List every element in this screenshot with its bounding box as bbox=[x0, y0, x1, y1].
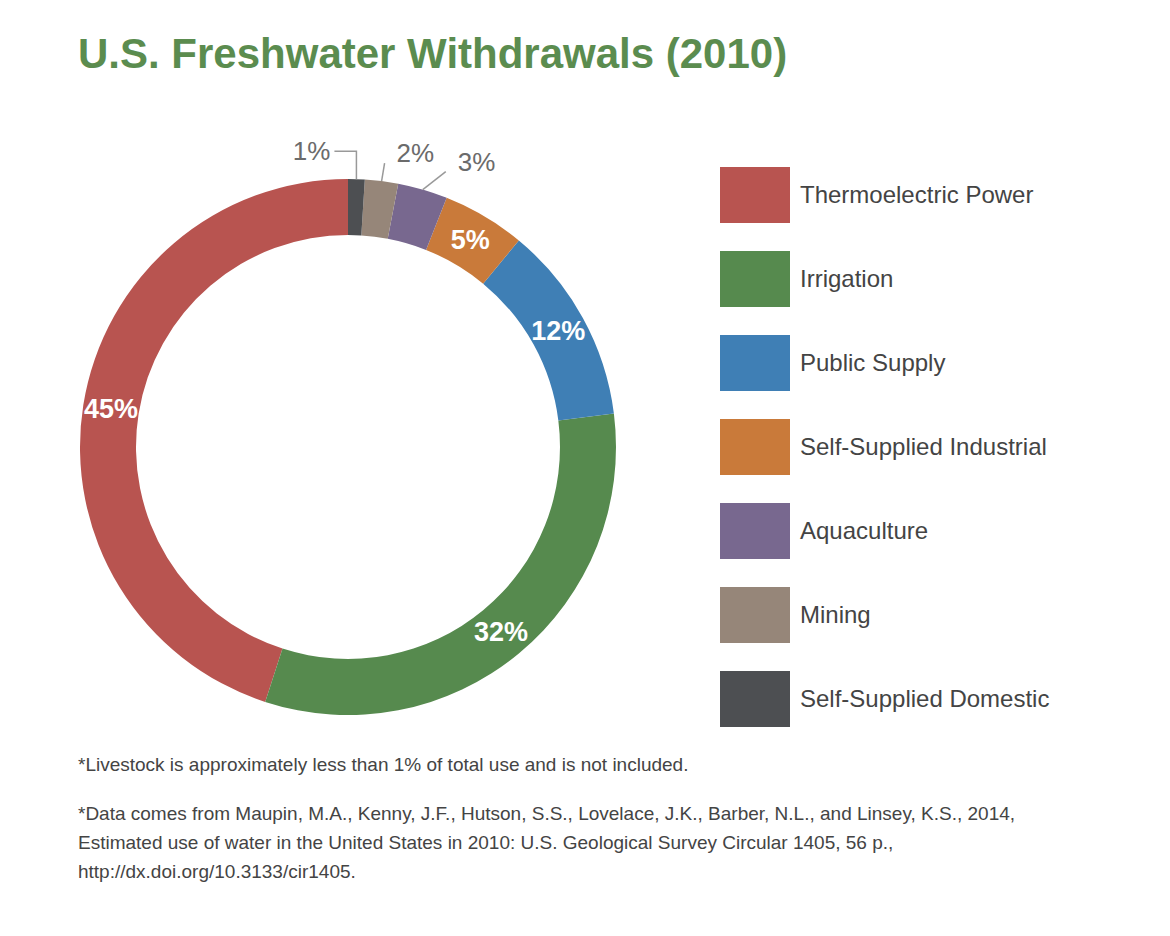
html-text:Self-Supplied Industrial: Self-Supplied Industrial bbox=[800, 433, 1047, 460]
svg-text:5%: 5% bbox=[451, 225, 490, 255]
svg-text:45%: 45% bbox=[84, 394, 138, 424]
svg-text:3%: 3% bbox=[458, 147, 496, 177]
html-text:U.S. Freshwater Withdrawals (2: U.S. Freshwater Withdrawals (2010) bbox=[78, 30, 788, 77]
html-text:*Livestock is approximately le: *Livestock is approximately less than 1%… bbox=[78, 754, 689, 775]
html-text:*Data comes from Maupin, M.A.,: *Data comes from Maupin, M.A., Kenny, J.… bbox=[78, 803, 1016, 882]
html-text:Thermoelectric Power: Thermoelectric Power bbox=[800, 181, 1034, 208]
svg-text:32%: 32% bbox=[474, 617, 528, 647]
html-text:Aquaculture: Aquaculture bbox=[800, 517, 929, 544]
html-text:Public Supply: Public Supply bbox=[800, 349, 946, 376]
svg-text:2%: 2% bbox=[397, 138, 435, 168]
html-text:Mining: Mining bbox=[800, 601, 871, 628]
html-text:Self-Supplied Domestic: Self-Supplied Domestic bbox=[800, 685, 1050, 712]
svg-text:12%: 12% bbox=[531, 316, 585, 346]
html-text:Irrigation: Irrigation bbox=[800, 265, 894, 292]
svg-text:1%: 1% bbox=[293, 136, 331, 166]
